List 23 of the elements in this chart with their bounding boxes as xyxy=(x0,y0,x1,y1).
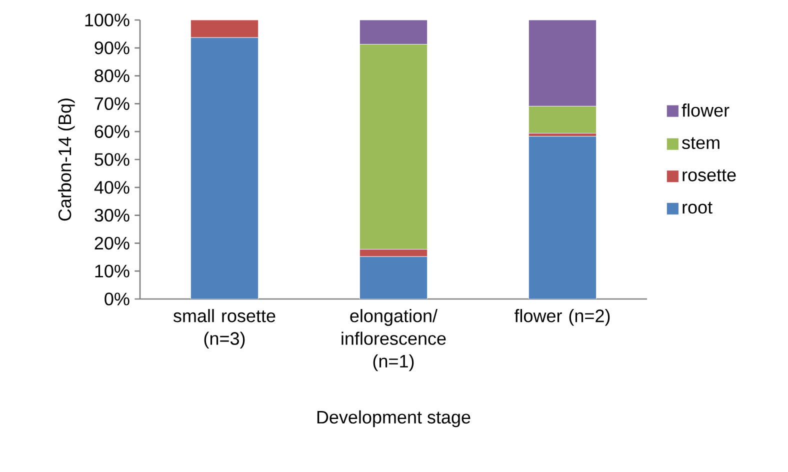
y-tick-label: 50% xyxy=(94,153,130,166)
x-tick-label: flower (n=2) xyxy=(514,309,610,326)
y-tick-label: 80% xyxy=(94,69,130,82)
bar xyxy=(528,136,596,299)
legend-label: rosette xyxy=(682,170,736,182)
legend-label: stem xyxy=(682,137,720,150)
y-tick-label: 40% xyxy=(94,181,130,194)
y-tick-label: 100% xyxy=(85,14,130,26)
bar xyxy=(360,256,428,299)
y-tick-label: 30% xyxy=(94,208,130,222)
y-tick-label: 20% xyxy=(94,236,130,250)
y-tick-label: 60% xyxy=(94,125,130,138)
y-axis-title: Carbon-14 (Bq) xyxy=(58,98,75,221)
bar xyxy=(190,37,258,299)
legend-label: root xyxy=(682,202,712,214)
y-tick-label: 0% xyxy=(104,292,130,306)
y-tick-label: 10% xyxy=(95,264,130,278)
y-tick-label: 70% xyxy=(94,97,130,110)
y-tick-label: 90% xyxy=(94,42,130,54)
x-tick-label: elongation/ inflorescence (n=1) xyxy=(342,309,446,372)
x-axis-title: Development stage xyxy=(317,410,470,428)
legend-label: flower xyxy=(682,104,730,117)
x-tick-label: small rosette (n=3) xyxy=(173,309,276,348)
